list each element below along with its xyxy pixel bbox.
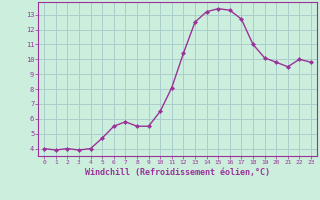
- X-axis label: Windchill (Refroidissement éolien,°C): Windchill (Refroidissement éolien,°C): [85, 168, 270, 177]
